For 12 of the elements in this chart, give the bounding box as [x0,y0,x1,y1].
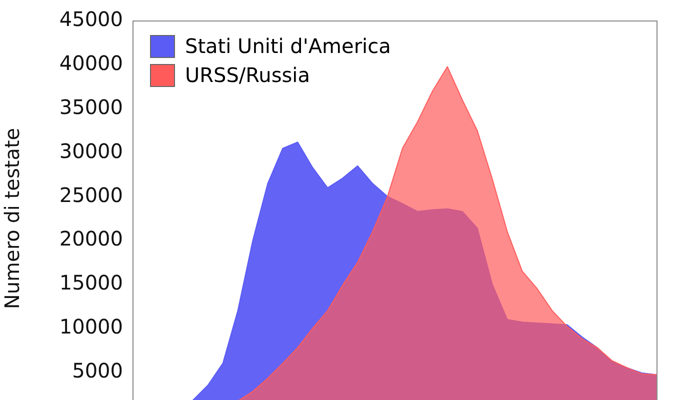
y-tick-label: 25000 [59,182,123,207]
y-tick-label: 35000 [59,94,123,119]
y-tick-label: 40000 [59,51,123,76]
y-tick-label: 20000 [59,226,123,251]
y-axis-title: Numero di testate [0,128,24,310]
y-tick-label: 5000 [72,358,123,382]
y-tick-label: 10000 [59,314,123,338]
y-tick-label: 30000 [59,138,123,163]
legend-label: Stati Uniti d'America [185,33,391,60]
y-tick-label: 45000 [59,7,123,32]
legend-label: URSS/Russia [185,62,310,89]
y-tick-label: 15000 [59,270,123,295]
